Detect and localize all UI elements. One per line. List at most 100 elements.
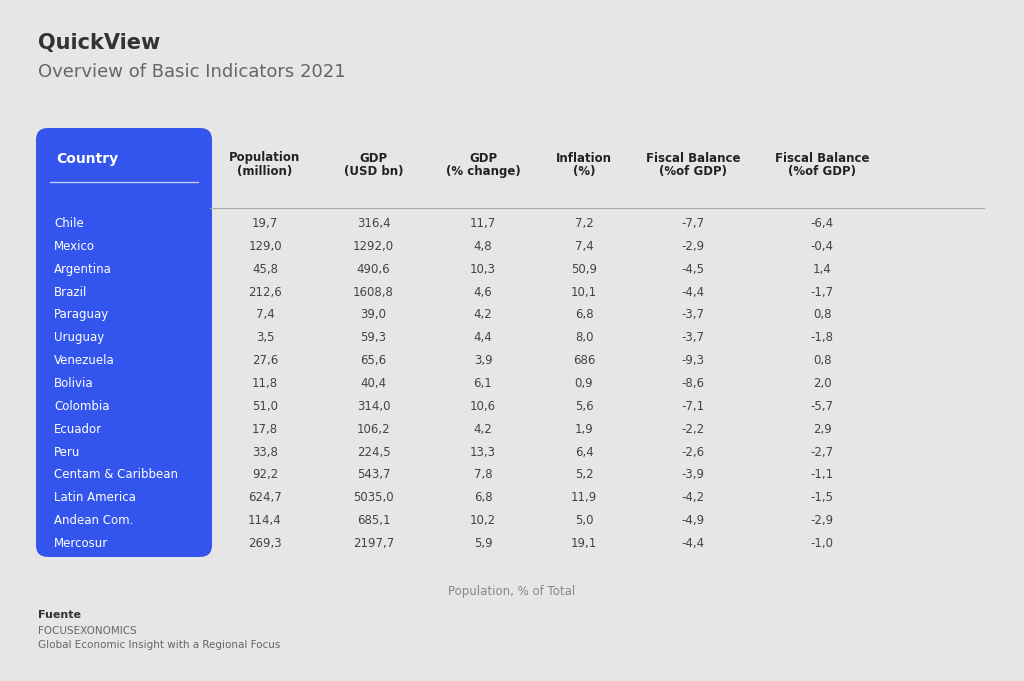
Text: Argentina: Argentina [54,263,112,276]
Text: 27,6: 27,6 [252,354,279,367]
Text: (USD bn): (USD bn) [344,165,403,178]
Text: 4,8: 4,8 [474,240,493,253]
Text: 11,9: 11,9 [570,491,597,505]
Text: 4,4: 4,4 [474,331,493,345]
Text: Ecuador: Ecuador [54,423,102,436]
Text: 5,2: 5,2 [574,469,593,481]
Text: Overview of Basic Indicators 2021: Overview of Basic Indicators 2021 [38,63,346,81]
Text: Inflation: Inflation [556,151,612,165]
Text: -4,5: -4,5 [682,263,705,276]
Text: 212,6: 212,6 [248,285,282,298]
Text: GDP: GDP [359,151,387,165]
Text: 5,9: 5,9 [474,537,493,550]
Text: 2197,7: 2197,7 [353,537,394,550]
Text: 114,4: 114,4 [248,514,282,527]
Text: Brazil: Brazil [54,285,87,298]
Text: 39,0: 39,0 [360,308,386,321]
Text: Venezuela: Venezuela [54,354,115,367]
Text: 7,4: 7,4 [256,308,274,321]
Text: (%): (%) [572,165,595,178]
Text: 129,0: 129,0 [248,240,282,253]
Text: -9,3: -9,3 [682,354,705,367]
Text: 51,0: 51,0 [252,400,278,413]
Text: Fuente: Fuente [38,610,81,620]
Text: Global Economic Insight with a Regional Focus: Global Economic Insight with a Regional … [38,640,281,650]
Text: -4,4: -4,4 [681,285,705,298]
Text: 4,2: 4,2 [474,308,493,321]
Text: -3,7: -3,7 [682,331,705,345]
Text: 65,6: 65,6 [360,354,387,367]
Text: Peru: Peru [54,445,80,458]
Text: 6,8: 6,8 [574,308,593,321]
Text: -8,6: -8,6 [682,377,705,390]
Text: -4,2: -4,2 [681,491,705,505]
Text: 10,6: 10,6 [470,400,496,413]
Text: 19,7: 19,7 [252,217,279,230]
Text: Country: Country [56,152,118,166]
Text: GDP: GDP [469,151,497,165]
Text: 269,3: 269,3 [248,537,282,550]
Text: 5,0: 5,0 [574,514,593,527]
Text: 106,2: 106,2 [356,423,390,436]
Text: 3,5: 3,5 [256,331,274,345]
Text: Population, % of Total: Population, % of Total [449,585,575,598]
Text: 314,0: 314,0 [356,400,390,413]
Text: 11,7: 11,7 [470,217,496,230]
Text: Colombia: Colombia [54,400,110,413]
Text: Uruguay: Uruguay [54,331,104,345]
Text: 1608,8: 1608,8 [353,285,394,298]
Text: 490,6: 490,6 [356,263,390,276]
Text: -1,8: -1,8 [811,331,834,345]
Text: 17,8: 17,8 [252,423,279,436]
Text: 685,1: 685,1 [356,514,390,527]
Text: Fiscal Balance: Fiscal Balance [775,151,869,165]
Text: 7,8: 7,8 [474,469,493,481]
Text: -2,7: -2,7 [810,445,834,458]
Text: Paraguay: Paraguay [54,308,110,321]
Text: 5,6: 5,6 [574,400,593,413]
Text: -0,4: -0,4 [811,240,834,253]
Text: 10,3: 10,3 [470,263,496,276]
Text: 40,4: 40,4 [360,377,387,390]
Text: Andean Com.: Andean Com. [54,514,133,527]
Text: 686: 686 [572,354,595,367]
Text: 1,9: 1,9 [574,423,593,436]
Text: Latin America: Latin America [54,491,136,505]
Text: 6,4: 6,4 [574,445,593,458]
Text: -1,5: -1,5 [811,491,834,505]
Text: 5035,0: 5035,0 [353,491,394,505]
Text: -4,9: -4,9 [681,514,705,527]
FancyBboxPatch shape [36,128,212,557]
Text: -5,7: -5,7 [811,400,834,413]
Text: (million): (million) [238,165,293,178]
Text: -3,9: -3,9 [682,469,705,481]
Text: 6,1: 6,1 [474,377,493,390]
Text: 2,0: 2,0 [813,377,831,390]
Text: 7,4: 7,4 [574,240,593,253]
Text: -2,6: -2,6 [681,445,705,458]
Text: 92,2: 92,2 [252,469,279,481]
Text: 10,2: 10,2 [470,514,496,527]
Text: -3,7: -3,7 [682,308,705,321]
Text: (% change): (% change) [445,165,520,178]
Text: Bolivia: Bolivia [54,377,93,390]
Text: 4,6: 4,6 [474,285,493,298]
Text: FOCUSEXONOMICS: FOCUSEXONOMICS [38,626,137,636]
Text: 11,8: 11,8 [252,377,279,390]
Text: 0,8: 0,8 [813,354,831,367]
Text: 50,9: 50,9 [571,263,597,276]
Text: Chile: Chile [54,217,84,230]
Text: 0,8: 0,8 [813,308,831,321]
Text: 10,1: 10,1 [571,285,597,298]
Text: Mercosur: Mercosur [54,537,109,550]
Text: -2,9: -2,9 [681,240,705,253]
Text: Centam & Caribbean: Centam & Caribbean [54,469,178,481]
Text: QuickView: QuickView [38,33,160,53]
Text: 624,7: 624,7 [248,491,282,505]
Text: Fiscal Balance: Fiscal Balance [646,151,740,165]
Text: Population: Population [229,151,301,165]
Text: -2,9: -2,9 [810,514,834,527]
Text: -1,1: -1,1 [810,469,834,481]
Text: 59,3: 59,3 [360,331,386,345]
Text: (%of GDP): (%of GDP) [788,165,856,178]
